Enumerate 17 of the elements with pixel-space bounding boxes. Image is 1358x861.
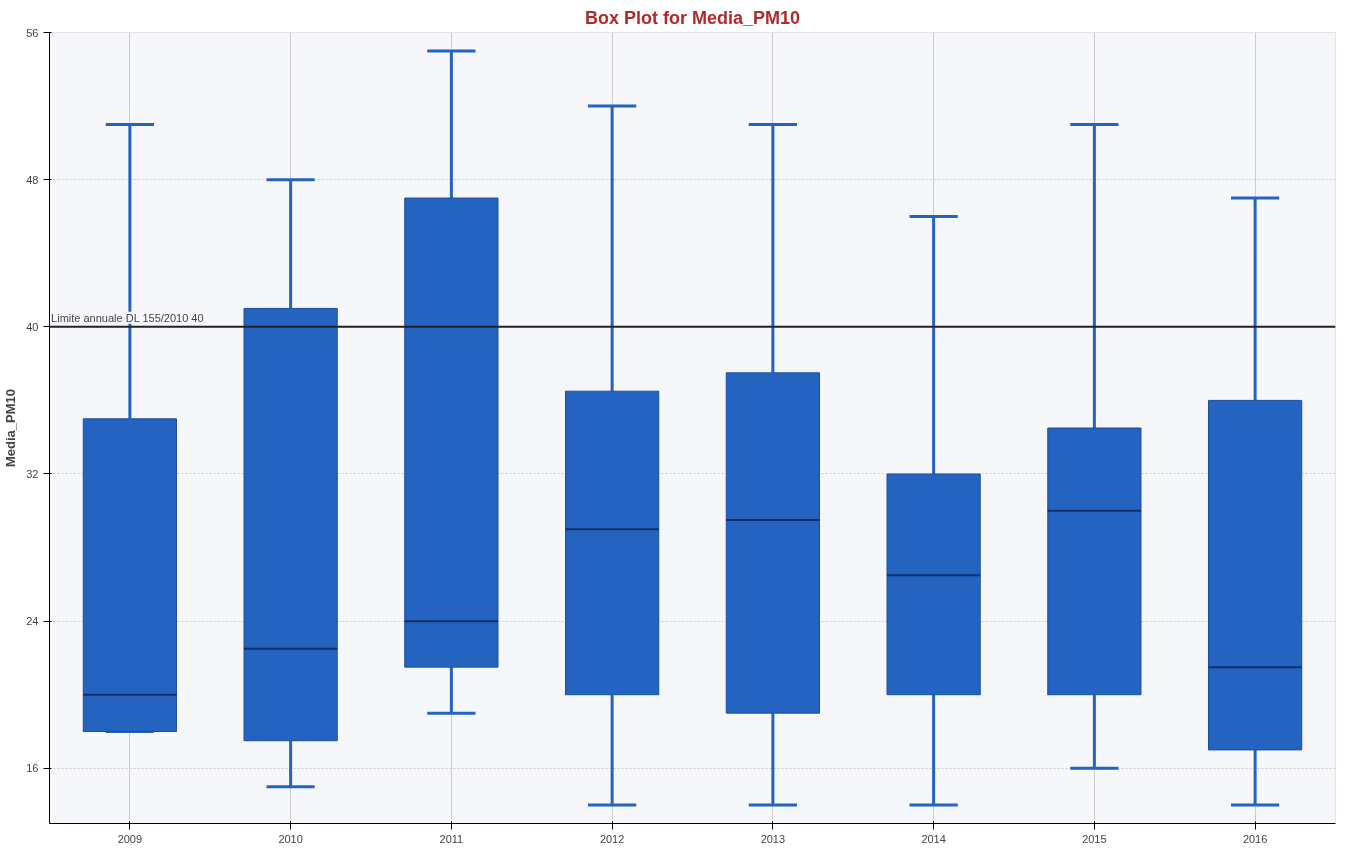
x-tick-label: 2012 <box>599 832 625 845</box>
x-tick-label: 2009 <box>117 832 143 845</box>
y-tick-label: 56 <box>26 26 39 39</box>
x-tick-label: 2011 <box>439 832 464 845</box>
chart-title: Box Plot for Media_PM10 <box>584 7 801 28</box>
x-tick-label: 2015 <box>1082 832 1107 845</box>
y-tick-label: 24 <box>26 615 39 628</box>
y-tick-label: 16 <box>26 762 39 775</box>
y-tick-label: 40 <box>26 320 39 333</box>
x-tick-label: 2013 <box>760 832 786 845</box>
x-tick-label: 2014 <box>921 832 946 845</box>
ref-line-label: Limite annuale DL 155/2010 40 <box>51 311 204 324</box>
y-tick-label: 32 <box>26 467 39 480</box>
y-axis-title: Media_PM10 <box>3 388 19 468</box>
x-tick-label: 2016 <box>1242 832 1268 845</box>
x-tick-label: 2010 <box>278 832 303 845</box>
y-tick-label: 48 <box>26 173 39 186</box>
